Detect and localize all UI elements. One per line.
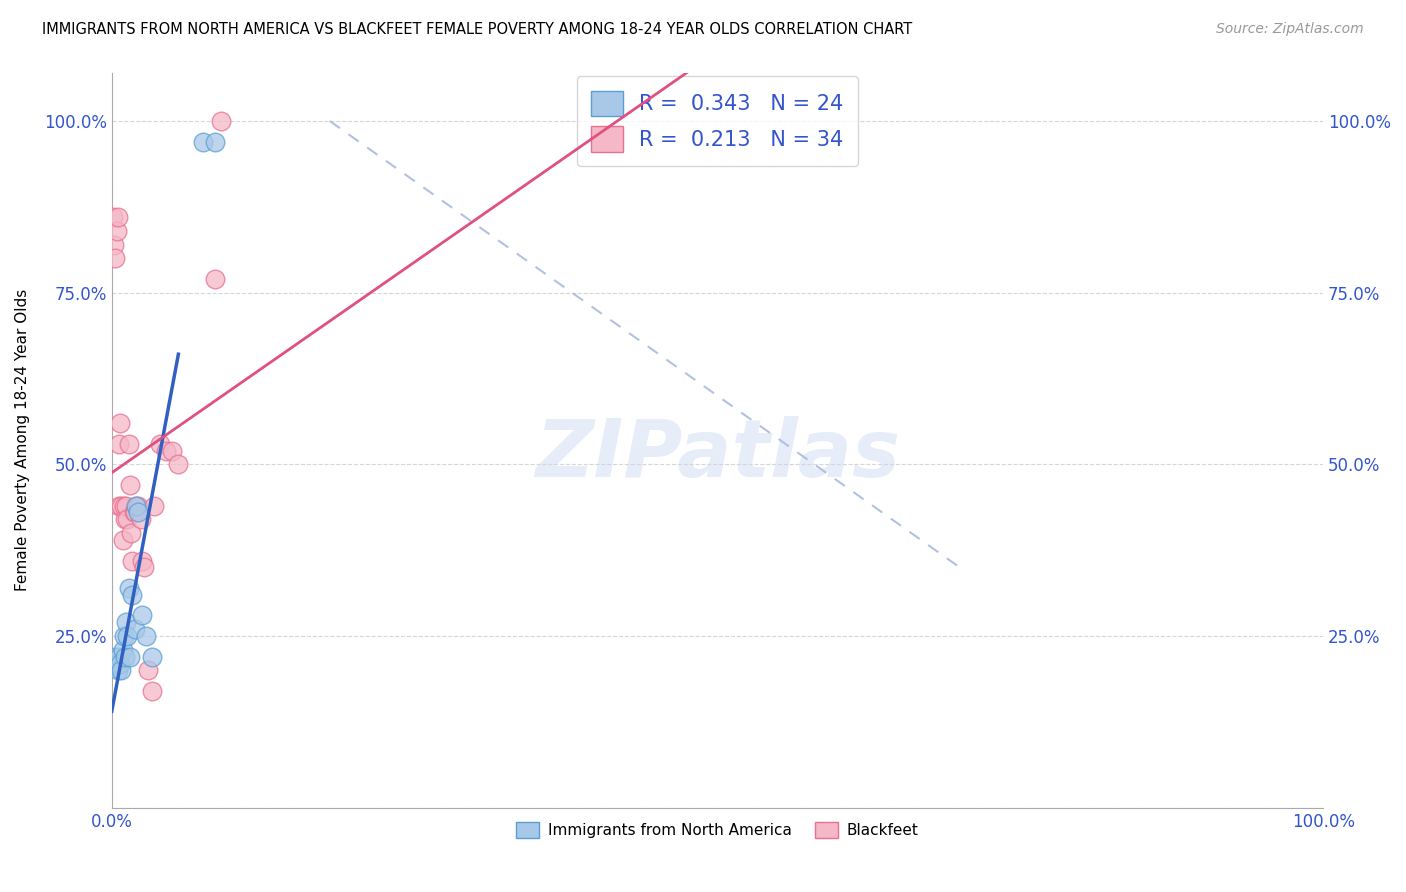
Point — [120, 526, 142, 541]
Point — [121, 588, 143, 602]
Point — [108, 499, 131, 513]
Point — [101, 657, 124, 671]
Point — [111, 533, 134, 547]
Point — [209, 114, 232, 128]
Point — [118, 478, 141, 492]
Point — [115, 499, 138, 513]
Point — [135, 629, 157, 643]
Point — [127, 506, 149, 520]
Point — [110, 664, 132, 678]
Point — [122, 506, 145, 520]
Point — [129, 512, 152, 526]
Point — [125, 499, 148, 513]
Text: IMMIGRANTS FROM NORTH AMERICA VS BLACKFEET FEMALE POVERTY AMONG 18-24 YEAR OLDS : IMMIGRANTS FROM NORTH AMERICA VS BLACKFE… — [42, 22, 912, 37]
Point — [136, 664, 159, 678]
Point — [167, 458, 190, 472]
Point — [125, 499, 148, 513]
Point — [127, 499, 149, 513]
Point — [105, 224, 128, 238]
Point — [141, 649, 163, 664]
Legend: Immigrants from North America, Blackfeet: Immigrants from North America, Blackfeet — [510, 816, 925, 844]
Point — [110, 657, 132, 671]
Point — [103, 237, 125, 252]
Point — [108, 437, 131, 451]
Point — [134, 560, 156, 574]
Point — [204, 272, 226, 286]
Point — [118, 649, 141, 664]
Point — [118, 437, 141, 451]
Point — [112, 629, 135, 643]
Point — [107, 664, 129, 678]
Point — [155, 443, 177, 458]
Point — [149, 437, 172, 451]
Point — [114, 649, 136, 664]
Point — [117, 512, 139, 526]
Point — [124, 622, 146, 636]
Point — [124, 506, 146, 520]
Point — [111, 642, 134, 657]
Text: ZIPatlas: ZIPatlas — [534, 416, 900, 494]
Point — [104, 252, 127, 266]
Point — [104, 649, 127, 664]
Point — [110, 416, 132, 430]
Point — [118, 581, 141, 595]
Point — [131, 553, 153, 567]
Y-axis label: Female Poverty Among 18-24 Year Olds: Female Poverty Among 18-24 Year Olds — [15, 289, 30, 591]
Point — [117, 629, 139, 643]
Point — [191, 135, 214, 149]
Point — [103, 657, 125, 671]
Text: Source: ZipAtlas.com: Source: ZipAtlas.com — [1216, 22, 1364, 37]
Point — [143, 499, 166, 513]
Point — [108, 649, 131, 664]
Point — [112, 499, 135, 513]
Point — [131, 608, 153, 623]
Point — [162, 443, 184, 458]
Point — [105, 657, 128, 671]
Point — [101, 210, 124, 224]
Point — [141, 684, 163, 698]
Point — [110, 499, 132, 513]
Point — [204, 135, 226, 149]
Point — [114, 512, 136, 526]
Point — [107, 210, 129, 224]
Point — [115, 615, 138, 630]
Point — [121, 553, 143, 567]
